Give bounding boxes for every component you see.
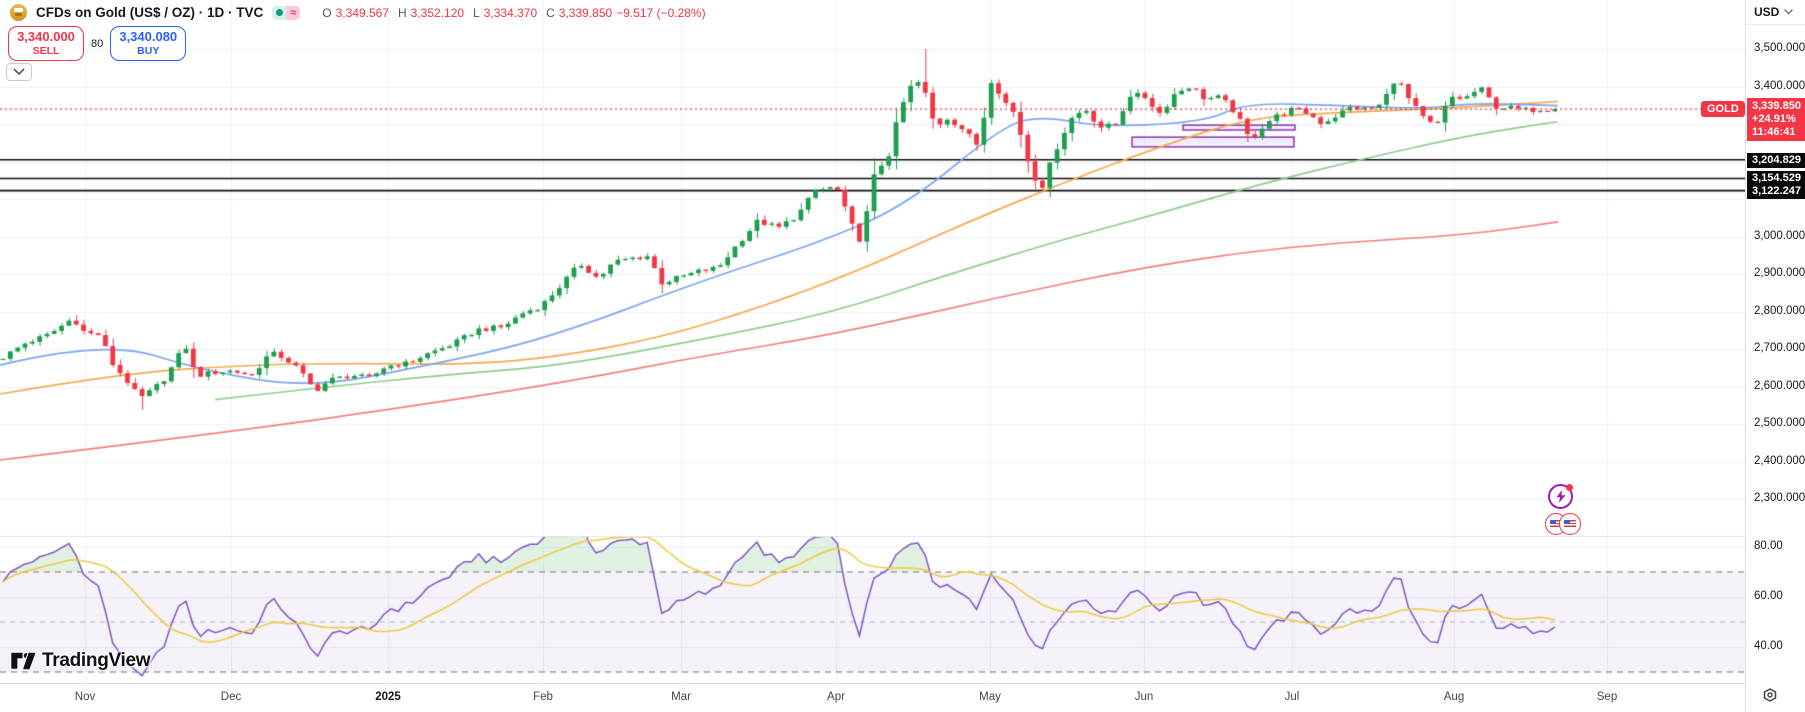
price-tick: 3,400.000 (1754, 79, 1805, 92)
time-tick: 2025 (375, 691, 401, 703)
price-tick: 2,600.000 (1754, 379, 1805, 392)
bar-countdown: 11:46:41 (1752, 126, 1796, 138)
price-tick: 3,000.000 (1754, 229, 1805, 242)
event-markers (1545, 484, 1581, 535)
tradingview-logo[interactable]: TradingView (10, 650, 151, 672)
axis-settings-icon[interactable] (1762, 687, 1778, 706)
time-tick: Jul (1284, 691, 1300, 703)
currency-label: USD (1754, 5, 1780, 19)
currency-selector[interactable]: USD (1746, 0, 1805, 25)
price-tick: 2,700.000 (1754, 342, 1805, 354)
low-value: 3,334.370 (483, 5, 538, 20)
rsi-tick: 40.00 (1754, 640, 1783, 652)
price-tick: 3,500.000 (1754, 42, 1805, 54)
time-tick: Apr (827, 691, 845, 703)
high-value: 3,352.120 (410, 5, 465, 20)
price-tick: 2,400.000 (1754, 454, 1805, 467)
tradingview-mark-icon (10, 651, 36, 671)
approx-price-icon[interactable]: ≈ (286, 5, 301, 20)
close-label: C (546, 5, 555, 20)
last-price-value: 3,339.850 (1752, 100, 1801, 112)
notification-dot (1566, 484, 1573, 491)
time-tick: Nov (74, 691, 96, 703)
change-value: −9.517 (−0.28%) (616, 5, 706, 20)
time-tick: Dec (220, 691, 242, 703)
economic-events-icons[interactable] (1545, 513, 1581, 535)
price-tick: 2,900.000 (1754, 267, 1805, 279)
time-axis[interactable]: Nov Dec 2025 Feb Mar Apr May Jun Jul Aug Sep (0, 683, 1805, 712)
buy-label: BUY (137, 44, 160, 57)
symbol-header: CFDs on Gold (US$ / OZ) · 1D · TVC ≈ O 3… (10, 2, 706, 23)
trade-panel: 3,340.000 SELL 80 3,340.080 BUY (8, 26, 187, 61)
last-price-badge: 3,339.850 +24.91% 11:46:41 (1747, 98, 1805, 141)
spread-value: 80 (91, 37, 104, 50)
buy-button[interactable]: 3,340.080 BUY (110, 26, 187, 61)
symbol-title[interactable]: CFDs on Gold (US$ / OZ) · 1D · TVC (36, 5, 264, 20)
price-tick: 2,800.000 (1754, 304, 1805, 317)
open-label: O (322, 5, 332, 20)
last-price-change-pct: +24.91% (1752, 113, 1796, 125)
symbol-price-flag: GOLD (1701, 101, 1745, 117)
time-tick: Jun (1134, 691, 1154, 703)
level-price-badge: 3,154.529 (1747, 171, 1805, 186)
price-axis[interactable]: USD 3,339.850 +24.91% 11:46:41 3,204.829… (1745, 0, 1805, 712)
chevron-down-icon (13, 68, 25, 76)
alert-lightning-icon[interactable] (1548, 484, 1573, 509)
sell-price: 3,340.000 (17, 29, 75, 44)
time-tick: Feb (533, 691, 553, 703)
level-price-badge: 3,122.247 (1747, 184, 1805, 199)
chart-canvas[interactable] (0, 0, 1745, 683)
us-flag-icon (1559, 513, 1581, 535)
close-value: 3,339.850 (558, 5, 613, 20)
low-label: L (473, 5, 480, 20)
price-tick: 2,300.000 (1754, 492, 1805, 504)
open-value: 3,349.567 (335, 5, 389, 20)
time-tick: Aug (1443, 691, 1465, 703)
sell-button[interactable]: 3,340.000 SELL (8, 26, 84, 61)
ohlc-row: O 3,349.567 H 3,352.120 L 3,334.370 C 3,… (317, 6, 705, 20)
time-tick: May (979, 691, 1001, 703)
price-tick: 2,500.000 (1754, 417, 1805, 429)
time-tick: Mar (671, 691, 691, 703)
sell-label: SELL (32, 44, 60, 57)
market-open-dot-icon[interactable] (272, 5, 287, 20)
market-status-pill: ≈ (272, 5, 301, 20)
level-price-badge: 3,204.829 (1747, 153, 1805, 168)
tradingview-wordmark: TradingView (42, 650, 151, 671)
rsi-tick: 60.00 (1754, 590, 1783, 602)
buy-price: 3,340.080 (119, 29, 178, 44)
chevron-down-icon (1784, 9, 1794, 15)
collapse-trade-panel-button[interactable] (6, 63, 32, 81)
gold-coin-icon (10, 4, 27, 21)
time-tick: Sep (1596, 691, 1618, 703)
rsi-tick: 80.00 (1754, 540, 1783, 552)
high-label: H (397, 5, 407, 20)
